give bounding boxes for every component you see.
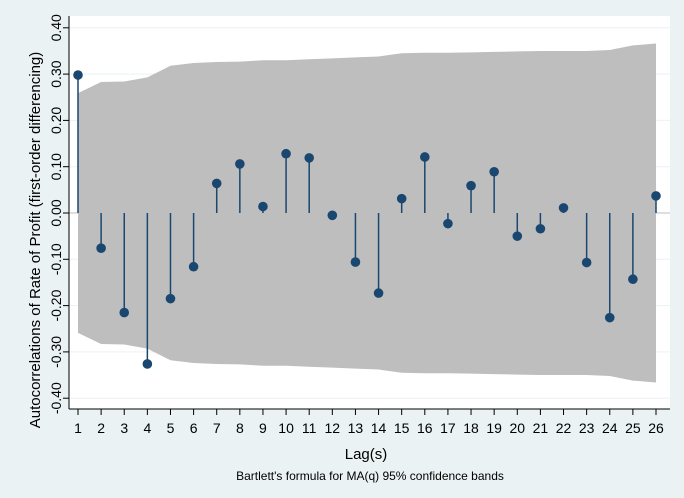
x-tick-label: 2 [97,420,105,436]
x-tick-label: 10 [278,420,294,436]
y-tick-label: 0.40 [48,14,64,41]
point-lag-24 [604,312,615,323]
x-tick-label: 4 [143,420,151,436]
point-lag-16 [420,152,430,162]
point-lag-23 [581,257,592,268]
point-lag-8 [235,159,245,169]
point-lag-15 [396,193,407,204]
x-tick-label: 23 [579,420,595,436]
point-lag-2 [96,243,106,253]
x-tick-label: 9 [259,420,267,436]
x-tick-label: 25 [625,420,641,436]
point-lag-6 [188,261,199,272]
x-axis-label: Lag(s) [345,446,388,463]
x-tick-label: 26 [648,420,664,436]
x-tick-label: 17 [440,420,456,436]
y-tick-label: 0.20 [48,107,64,134]
point-lag-7 [211,178,222,189]
x-tick-label: 6 [190,420,198,436]
x-tick-label: 11 [302,420,317,436]
x-tick-label: 22 [556,420,572,436]
stems [77,75,657,364]
point-lag-17 [443,218,453,229]
x-tick-label: 19 [486,420,502,436]
x-tick-label: 16 [417,420,433,436]
x-tick-label: 12 [325,420,341,436]
point-lag-19 [489,166,499,177]
point-lag-21 [535,223,546,234]
x-tick-label: 5 [167,420,175,436]
x-tick-label: 15 [394,420,410,436]
point-lag-14 [373,288,384,298]
point-lag-10 [281,148,291,159]
point-lag-5 [165,293,176,304]
y-tick-label: 0.00 [48,199,64,226]
x-tick-label: 3 [120,420,128,436]
points [73,70,661,369]
y-axis-ticks: -0.40 -0.30 -0.20 -0.10 0.00 0.10 0.20 0.30 0.40 [48,14,69,414]
y-tick-label: -0.30 [48,336,64,368]
x-tick-label: 1 [74,420,82,436]
x-tick-label: 18 [463,420,479,436]
x-tick-label: 21 [533,420,549,436]
y-tick-label: 0.30 [48,60,64,87]
point-lag-9 [258,201,268,212]
point-lag-4 [142,359,153,369]
x-tick-label: 13 [348,420,364,436]
point-lag-11 [304,153,315,163]
y-axis-label: Autocorrelations of Rate of Profit (firs… [27,52,44,429]
x-tick-label: 14 [371,420,387,436]
x-tick-label: 7 [213,420,221,436]
x-tick-label: 8 [236,420,244,436]
y-tick-label: 0.10 [48,153,64,180]
point-lag-25 [628,274,638,285]
y-tick-label: -0.10 [48,243,64,275]
point-lag-3 [119,307,130,318]
x-tick-label: 20 [509,420,525,436]
point-lag-1 [73,70,83,80]
x-tick-label: 24 [602,420,618,436]
point-lag-20 [512,231,523,241]
y-tick-label: -0.40 [48,382,64,414]
y-tick-label: -0.20 [48,289,64,321]
point-lag-26 [651,191,661,201]
point-lag-18 [466,180,476,191]
chart-note: Bartlett's formula for MA(q) 95% confide… [236,469,504,483]
x-axis-ticks: 1 2 3 4 5 6 7 8 9 10 11 12 13 14 15 16 17 18 19 20 21 22 23 24 2… [74,409,664,436]
point-lag-13 [350,257,361,267]
point-lag-12 [327,210,338,221]
point-lag-22 [558,203,569,213]
